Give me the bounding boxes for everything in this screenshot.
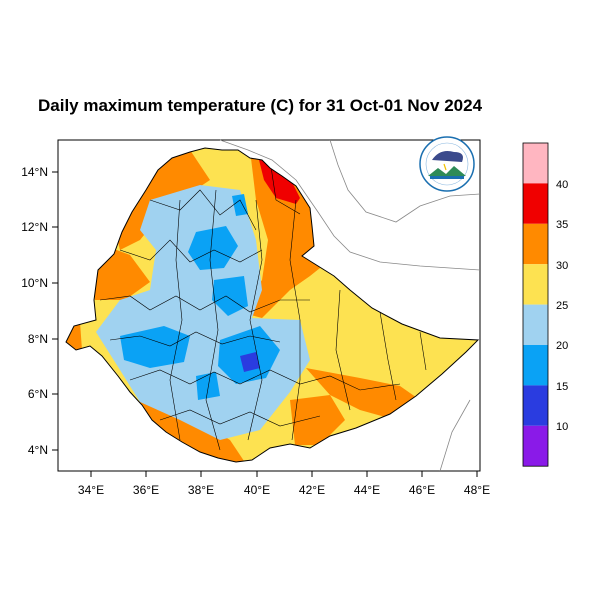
colorbar-label: 20 — [556, 340, 568, 352]
lat-label: 14°N — [21, 165, 48, 179]
colorbar-segment — [523, 304, 548, 345]
colorbar-segment — [523, 385, 548, 426]
lat-label: 12°N — [21, 220, 48, 234]
neighbour-borders — [219, 139, 481, 472]
colorbar-label: 15 — [556, 381, 568, 393]
map-title: Daily maximum temperature (C) for 31 Oct… — [38, 96, 483, 115]
lon-label: 48°E — [464, 483, 490, 497]
ethiopian-meteorology-institute-logo — [419, 136, 475, 192]
lon-axis: 34°E 36°E 38°E 40°E 42°E 44°E 46°E 48°E — [78, 471, 490, 497]
mountain-icon — [428, 166, 466, 176]
colorbar-label: 35 — [556, 219, 568, 231]
colorbar-segment — [523, 264, 548, 305]
lat-label: 10°N — [21, 276, 48, 290]
colorbar-segment — [523, 223, 548, 265]
lat-label: 6°N — [28, 387, 48, 401]
colorbar: 40 35 30 25 20 15 10 — [522, 142, 568, 467]
colorbar-segment — [523, 345, 548, 386]
lon-label: 36°E — [133, 483, 159, 497]
lon-label: 40°E — [244, 483, 270, 497]
lat-axis: 14°N 12°N 10°N 8°N 6°N 4°N — [21, 165, 58, 457]
lon-label: 46°E — [409, 483, 435, 497]
colorbar-segment — [523, 143, 548, 184]
colorbar-segment — [523, 183, 548, 224]
zone-boundaries — [99, 159, 427, 451]
lat-label: 4°N — [28, 443, 48, 457]
cloud-icon — [432, 151, 463, 162]
colorbar-segment — [523, 425, 548, 467]
lon-label: 42°E — [299, 483, 325, 497]
lon-label: 34°E — [78, 483, 104, 497]
colorbar-label: 10 — [556, 421, 568, 433]
lon-label: 44°E — [354, 483, 380, 497]
lon-label: 38°E — [188, 483, 214, 497]
colorbar-label: 30 — [556, 260, 568, 272]
lat-label: 8°N — [28, 332, 48, 346]
colorbar-label: 40 — [556, 179, 568, 191]
colorbar-label: 25 — [556, 300, 568, 312]
